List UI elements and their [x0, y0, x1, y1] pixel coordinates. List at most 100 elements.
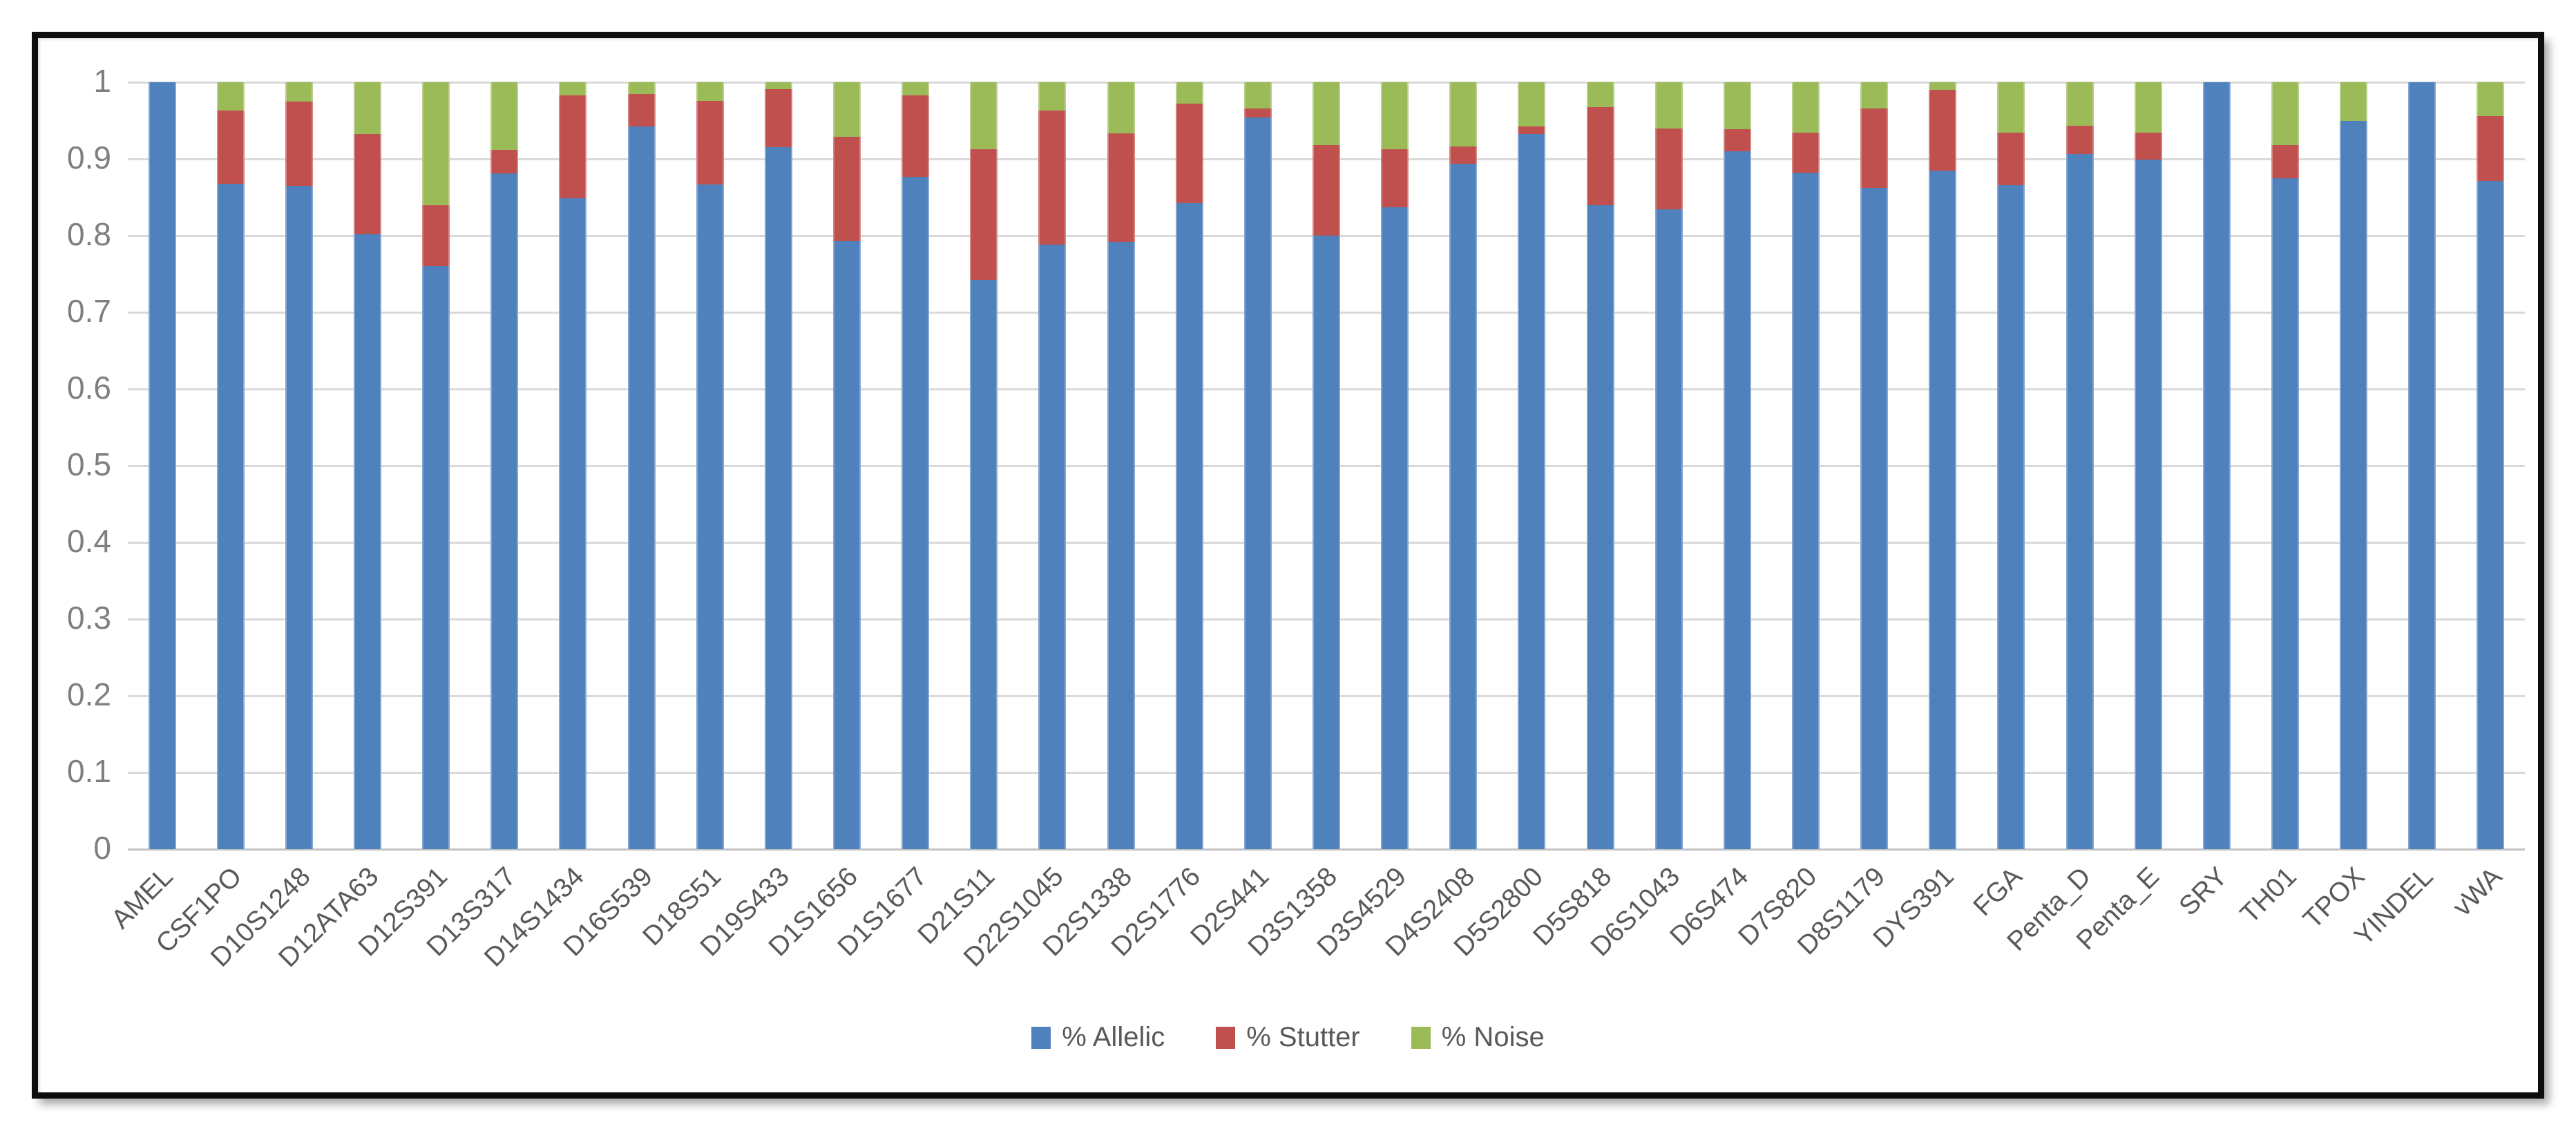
bar-slot-D12ATA63 — [333, 82, 401, 849]
y-tick-label-0.2: 0.2 — [67, 676, 111, 712]
stutter-series-swatch-icon — [1216, 1026, 1236, 1049]
bar-segment-D2S441-allelic — [1243, 117, 1272, 849]
bar-plot-area — [128, 82, 2525, 849]
bar-slot-vWA — [2456, 82, 2525, 849]
chart-frame: 0 0.1 0.2 0.3 0.4 0.5 0.6 0.7 0.8 0.9 1 AMEL CSF1PO… — [32, 32, 2544, 1099]
bar-D3S4529 — [1381, 82, 1409, 849]
bar-segment-D21S11-noise — [970, 82, 998, 149]
bar-slot-D7S820 — [1771, 82, 1840, 849]
y-tick-label-0.5: 0.5 — [67, 446, 111, 482]
bar-slot-CSF1PO — [196, 82, 265, 849]
bar-segment-D5S2800-allelic — [1518, 134, 1546, 849]
bar-segment-D6S474-allelic — [1723, 151, 1751, 849]
bar-segment-D22S1045-stutter — [1038, 111, 1067, 245]
bar-segment-D1S1677-noise — [901, 82, 930, 95]
bar-segment-D5S818-noise — [1586, 82, 1614, 107]
bar-segment-D21S11-allelic — [970, 280, 998, 849]
bar-slot-D10S1248 — [265, 82, 333, 849]
x-tick-label-TH01: TH01 — [2234, 862, 2302, 929]
bar-slot-D2S1338 — [1087, 82, 1155, 849]
y-tick-label-0.8: 0.8 — [67, 216, 111, 252]
bar-segment-D8S1179-allelic — [1860, 188, 1889, 849]
bar-segment-Penta_D-noise — [2065, 82, 2094, 126]
legend-label-allelic: % Allelic — [1062, 1022, 1165, 1052]
bar-segment-CSF1PO-noise — [216, 82, 245, 111]
bar-segment-D18S51-noise — [696, 82, 724, 101]
bar-segment-TPOX-noise — [2340, 82, 2368, 121]
legend-label-stutter: % Stutter — [1246, 1022, 1360, 1052]
bar-segment-D1S1656-stutter — [832, 136, 861, 241]
bar-slot-DYS391 — [1909, 82, 1977, 849]
bar-segment-Penta_D-stutter — [2065, 126, 2094, 155]
bar-segment-CSF1PO-allelic — [216, 183, 245, 849]
bar-segment-D6S474-noise — [1723, 82, 1751, 129]
bar-segment-vWA-noise — [2477, 82, 2505, 116]
bar-D7S820 — [1791, 82, 1820, 849]
bar-segment-D7S820-noise — [1791, 82, 1820, 133]
bar-slot-D4S2408 — [1429, 82, 1498, 849]
bar-segment-Penta_E-allelic — [2134, 160, 2162, 849]
bar-segment-D3S4529-noise — [1381, 82, 1409, 149]
bar-segment-DYS391-noise — [1929, 82, 1957, 91]
bar-segment-D14S1434-noise — [559, 82, 587, 95]
bar-slot-D6S1043 — [1634, 82, 1703, 849]
bar-DYS391 — [1929, 82, 1957, 849]
bar-segment-D21S11-stutter — [970, 149, 998, 281]
bar-segment-AMEL-allelic — [148, 82, 176, 849]
bar-slot-FGA — [1977, 82, 2045, 849]
bar-segment-D1S1656-noise — [832, 82, 861, 137]
bar-segment-D2S441-stutter — [1243, 108, 1272, 118]
y-tick-label-0.9: 0.9 — [67, 139, 111, 175]
legend-item-allelic: % Allelic — [1031, 1022, 1165, 1053]
bar-slot-D14S1434 — [539, 82, 607, 849]
allelic-series-swatch-icon — [1031, 1026, 1051, 1049]
noise-series-swatch-icon — [1411, 1026, 1431, 1049]
bar-slot-D19S433 — [744, 82, 812, 849]
y-tick-label-1: 1 — [93, 62, 111, 99]
bar-slot-D5S2800 — [1498, 82, 1566, 849]
bar-slot-D22S1045 — [1018, 82, 1087, 849]
y-tick-label-0.3: 0.3 — [67, 599, 111, 636]
bar-segment-D3S4529-allelic — [1381, 207, 1409, 849]
bar-slot-D18S51 — [676, 82, 744, 849]
bar-slot-D3S4529 — [1361, 82, 1429, 849]
bar-segment-D6S474-stutter — [1723, 129, 1751, 151]
bar-D18S51 — [696, 82, 724, 849]
bar-SRY — [2202, 82, 2231, 849]
bar-CSF1PO — [216, 82, 245, 849]
bar-Penta_D — [2065, 82, 2094, 849]
x-tick-label-FGA: FGA — [1967, 862, 2028, 922]
bar-slot-D5S818 — [1566, 82, 1634, 849]
x-tick-label-SRY: SRY — [2173, 862, 2234, 922]
y-tick-label-0: 0 — [93, 829, 111, 866]
bar-YINDEL — [2408, 82, 2436, 849]
bar-segment-D2S1776-noise — [1175, 82, 1203, 104]
y-tick-label-0.1: 0.1 — [67, 752, 111, 789]
x-tick-label-vWA: vWA — [2447, 862, 2508, 922]
bar-slot-D6S474 — [1703, 82, 1771, 849]
bar-TPOX — [2340, 82, 2368, 849]
bar-segment-D6S1043-allelic — [1654, 209, 1683, 849]
bar-segment-D14S1434-allelic — [559, 198, 587, 849]
bar-slot-D1S1656 — [812, 82, 881, 849]
bar-segment-FGA-allelic — [1997, 184, 2025, 849]
bar-D22S1045 — [1038, 82, 1067, 849]
bar-segment-D6S1043-stutter — [1654, 128, 1683, 210]
bar-slot-AMEL — [128, 82, 196, 849]
bar-D2S1338 — [1107, 82, 1135, 849]
bar-slot-D2S1776 — [1155, 82, 1223, 849]
bar-segment-TH01-allelic — [2271, 178, 2299, 849]
bar-slot-D2S441 — [1223, 82, 1292, 849]
legend: % Allelic % Stutter % Noise — [38, 1022, 2538, 1053]
bar-slot-D13S317 — [470, 82, 539, 849]
bar-segment-D3S1358-noise — [1312, 82, 1340, 146]
bar-segment-D19S433-allelic — [764, 147, 792, 849]
bar-segment-TPOX-allelic — [2340, 120, 2368, 849]
bar-segment-CSF1PO-stutter — [216, 111, 245, 184]
bar-segment-D16S539-allelic — [627, 126, 656, 849]
bar-segment-D2S441-noise — [1243, 82, 1272, 108]
y-tick-label-0.4: 0.4 — [67, 522, 111, 559]
y-tick-label-0.7: 0.7 — [67, 292, 111, 329]
bar-segment-D5S2800-stutter — [1518, 126, 1546, 135]
bar-slot-TPOX — [2320, 82, 2388, 849]
